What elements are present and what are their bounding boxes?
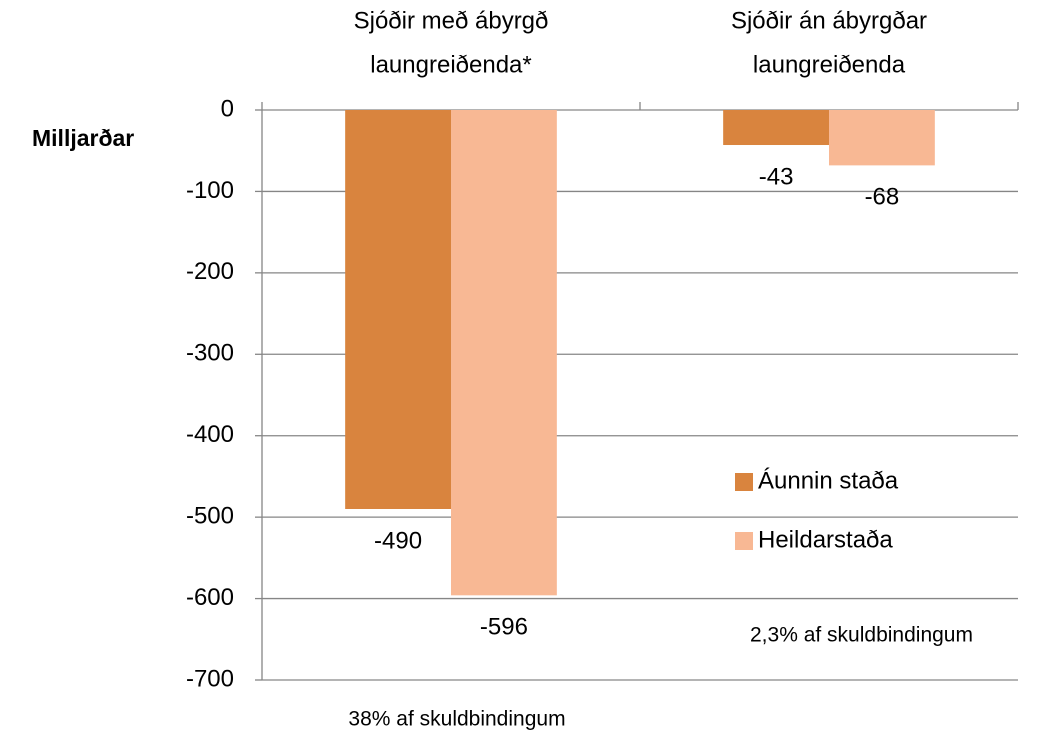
data-label: -596 <box>480 614 528 641</box>
annotation: 38% af skuldbindingum <box>348 708 565 731</box>
category-label: laungreiðenda <box>753 51 906 78</box>
legend-label: Heildarstaða <box>758 526 893 553</box>
bar <box>345 110 451 509</box>
y-tick-label: -400 <box>186 421 234 448</box>
y-tick-label: -100 <box>186 177 234 204</box>
y-tick-label: -700 <box>186 665 234 692</box>
y-tick-label: 0 <box>221 95 234 122</box>
category-label: laungreiðenda* <box>370 51 531 78</box>
data-label: -43 <box>759 163 794 190</box>
y-tick-label: -200 <box>186 258 234 285</box>
legend-swatch <box>735 532 753 550</box>
bar <box>723 110 829 146</box>
y-tick-label: -600 <box>186 584 234 611</box>
y-axis-label: Milljarðar <box>32 125 134 151</box>
data-label: -68 <box>865 184 900 211</box>
data-label: -490 <box>374 527 422 554</box>
category-label: Sjóðir án ábyrgðar <box>731 7 927 34</box>
annotation: 2,3% af skuldbindingum <box>750 624 973 647</box>
y-tick-label: -300 <box>186 340 234 367</box>
bar <box>829 110 935 166</box>
category-label: Sjóðir með ábyrgð <box>354 7 549 34</box>
legend-label: Áunnin staða <box>758 467 899 494</box>
bar <box>451 110 557 596</box>
legend-swatch <box>735 473 753 491</box>
y-tick-label: -500 <box>186 502 234 529</box>
